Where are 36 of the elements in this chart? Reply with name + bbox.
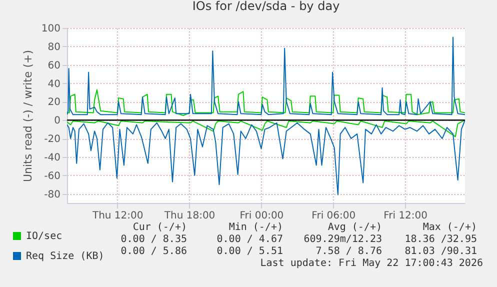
- y-tick-label: -60: [44, 170, 60, 182]
- text: 0.00 / 4.67: [216, 234, 283, 246]
- text: 0.00 / 5.51: [216, 246, 283, 258]
- text: Min (-/+): [228, 222, 283, 234]
- x-tick-label: Fri 06:00: [312, 210, 356, 222]
- y-tick-label: 20: [48, 97, 60, 108]
- text: Last update: Fri May 22 17:00:43 2026: [260, 258, 483, 270]
- text: 81.03 /90.31: [404, 246, 477, 258]
- x-tick-label: Thu 18:00: [163, 210, 216, 222]
- text: 609.29m/12.23: [304, 234, 382, 246]
- y-tick-label: 40: [48, 78, 60, 90]
- y-tick-label: 60: [48, 60, 60, 72]
- y-tick-label: -40: [44, 152, 60, 164]
- y-tick-label: -20: [44, 134, 60, 146]
- text: Max (-/+): [422, 222, 477, 234]
- line-series: [67, 120, 465, 138]
- x-tick-label: Thu 12:00: [91, 210, 144, 222]
- chart-title: IOs for /dev/sda - by day: [192, 0, 340, 13]
- text: 7.58 / 8.76: [316, 246, 382, 258]
- text: 18.36 /32.95: [404, 234, 477, 246]
- legend-label: Req Size (KB): [26, 251, 104, 262]
- text: Avg (-/+): [328, 222, 382, 234]
- line-series: [67, 89, 465, 116]
- line-series: [67, 120, 465, 196]
- y-tick-label: 100: [41, 24, 60, 34]
- text: Cur (-/+): [132, 222, 187, 234]
- legend-label: IO/sec: [26, 231, 62, 242]
- x-tick-label: Fri 12:00: [384, 210, 428, 222]
- x-tick-label: Fri 00:00: [240, 210, 284, 222]
- y-tick-label: 80: [48, 42, 60, 53]
- line-series: [67, 36, 465, 116]
- y-tick-label: 0: [54, 116, 60, 127]
- y-axis-title: Units read (-) / write (+): [21, 50, 34, 182]
- text: 0.00 / 8.35: [120, 234, 187, 246]
- y-tick-label: -80: [44, 189, 60, 200]
- text: 0.00 / 5.86: [120, 246, 187, 258]
